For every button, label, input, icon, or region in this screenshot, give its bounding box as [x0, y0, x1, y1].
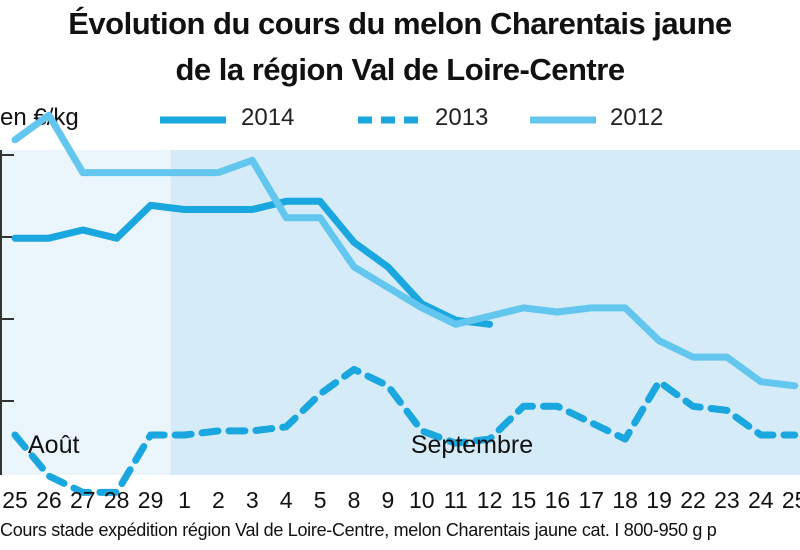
x-tick-label: 25	[782, 487, 800, 513]
x-tick-label: 3	[246, 487, 259, 513]
month-zone-august	[0, 150, 171, 475]
month-label-aout: Août	[28, 431, 79, 459]
legend-swatches	[160, 116, 596, 124]
x-tick-label: 4	[280, 487, 293, 513]
y-axis-unit-label: en €/kg	[0, 104, 79, 131]
chart-title: Évolution du cours du melon Charentais j…	[68, 6, 732, 41]
x-tick-label: 24	[748, 487, 774, 513]
series-line-2013	[11, 365, 799, 496]
x-tick-label: 16	[545, 487, 571, 513]
legend-label-2013: 2013	[435, 104, 489, 131]
x-tick-label: 17	[579, 487, 605, 513]
x-tick-label: 5	[314, 487, 327, 513]
x-tick-label: 8	[348, 487, 361, 513]
x-tick-label: 15	[511, 487, 537, 513]
series-line-2012	[11, 111, 799, 390]
x-tick-label: 1	[178, 487, 191, 513]
x-tick-label: 27	[70, 487, 96, 513]
series-line-2014	[11, 197, 494, 328]
x-tick-label: 25	[2, 487, 28, 513]
legend-label-2014: 2014	[241, 104, 295, 131]
x-tick-label: 28	[104, 487, 130, 513]
legend: 2014 2013 2012	[0, 0, 800, 140]
x-tick-label: 23	[714, 487, 740, 513]
x-tick-label: 29	[138, 487, 164, 513]
x-tick-label: 22	[680, 487, 706, 513]
x-tick-label: 9	[382, 487, 395, 513]
x-tick-label: 11	[444, 487, 468, 513]
chart-title-line2: de la région Val de Loire-Centre	[175, 52, 625, 87]
x-tick-label: 2	[212, 487, 225, 513]
x-tick-label: 12	[477, 487, 503, 513]
chart-footnote: Cours stade expédition région Val de Loi…	[0, 520, 717, 540]
x-tick-label: 19	[646, 487, 672, 513]
x-tick-label: 18	[612, 487, 638, 513]
x-tick-label: 26	[36, 487, 62, 513]
x-tick-label: 10	[409, 487, 435, 513]
legend-label-2012: 2012	[610, 104, 664, 131]
month-label-septembre: Septembre	[411, 431, 533, 459]
